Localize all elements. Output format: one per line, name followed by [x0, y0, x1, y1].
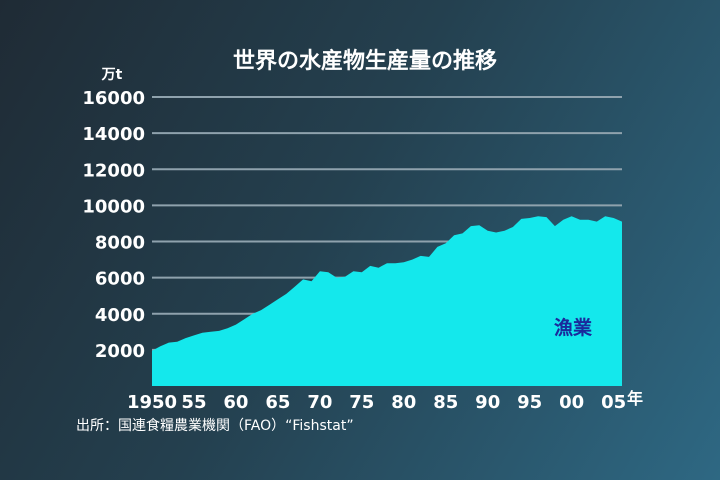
y-tick-label: 4000	[95, 305, 145, 326]
x-tick-label: 75	[349, 392, 374, 413]
y-axis-unit: 万t	[101, 67, 123, 83]
x-tick-label: 70	[307, 392, 332, 413]
x-tick-label: 00	[559, 392, 584, 413]
x-axis-unit: 年	[627, 389, 643, 408]
chart-title: 世界の水産物生産量の推移	[233, 48, 497, 74]
y-tick-label: 16000	[82, 88, 145, 109]
source-note: 出所：国連食糧農業機関（FAO）“Fishstat”	[76, 417, 354, 434]
fishery-area	[152, 216, 622, 386]
x-tick-label: 80	[391, 392, 416, 413]
y-tick-label: 8000	[95, 233, 145, 254]
y-tick-label: 12000	[82, 160, 145, 181]
x-tick-labels: 1950 55 60 65 70 75 80 85 90 95 00 05	[127, 392, 626, 413]
y-tick-label: 10000	[82, 196, 145, 217]
x-tick-label: 60	[223, 392, 248, 413]
y-tick-label: 6000	[95, 269, 145, 290]
x-tick-label: 95	[517, 392, 542, 413]
x-tick-label: 05	[601, 392, 626, 413]
x-tick-label: 90	[475, 392, 500, 413]
series-label: 漁業	[554, 316, 593, 339]
y-tick-label: 14000	[82, 124, 145, 145]
y-tick-labels: 2000 4000 6000 8000 10000 12000 14000 16000	[82, 88, 145, 362]
x-tick-label: 55	[181, 392, 206, 413]
x-tick-label: 65	[265, 392, 290, 413]
plot-area	[152, 216, 622, 386]
x-tick-label: 85	[433, 392, 458, 413]
x-tick-label: 1950	[127, 392, 177, 413]
y-tick-label: 2000	[95, 341, 145, 362]
